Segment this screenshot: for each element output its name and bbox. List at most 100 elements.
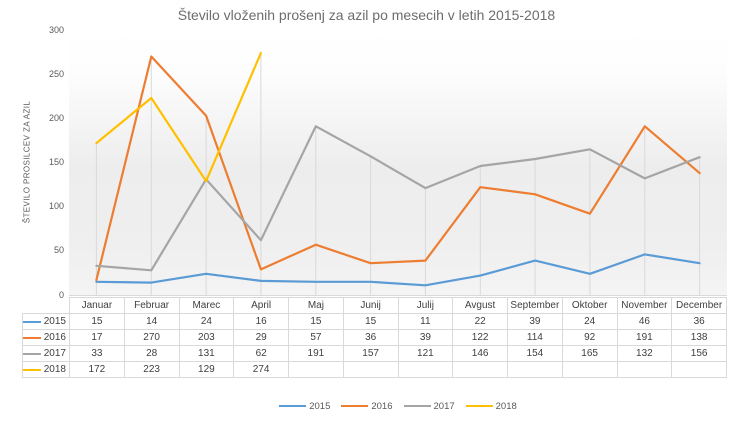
table-cell: 62 <box>233 345 289 362</box>
series-swatch <box>23 368 41 371</box>
table-cell: 24 <box>178 313 235 330</box>
series-row-header: 2015 <box>22 313 70 330</box>
table-cell: 11 <box>397 313 454 330</box>
legend-item-2016: 2016 <box>341 400 393 412</box>
legend-label: 2017 <box>433 400 455 412</box>
table-cell: 121 <box>397 345 454 362</box>
line-chart <box>95 51 701 295</box>
table-cell: 15 <box>342 313 399 330</box>
series-swatch <box>23 320 41 323</box>
table-cell: 223 <box>123 361 180 378</box>
table-cell: 172 <box>69 361 125 378</box>
month-header: Oktober <box>561 297 618 314</box>
table-cell: 92 <box>561 329 618 346</box>
table-cell: 157 <box>342 345 399 362</box>
series-swatch <box>23 336 41 339</box>
table-cell: 191 <box>616 329 673 346</box>
series-row-header: 2017 <box>22 345 70 362</box>
month-header: Avgust <box>452 297 508 314</box>
legend-line-swatch <box>279 404 307 408</box>
series-line-2017 <box>95 125 701 272</box>
y-tick-label: 300 <box>48 24 64 35</box>
month-header: December <box>671 297 727 314</box>
table-cell: 39 <box>397 329 454 346</box>
y-tick-label: 50 <box>53 245 64 256</box>
table-cell <box>452 361 508 378</box>
table-cell: 132 <box>616 345 673 362</box>
legend-line-swatch <box>403 404 431 408</box>
month-header: Junij <box>342 297 399 314</box>
table-cell <box>616 361 673 378</box>
month-header: Maj <box>288 297 344 314</box>
table-cell: 138 <box>671 329 727 346</box>
series-year-label: 2015 <box>43 316 66 327</box>
month-header: November <box>616 297 673 314</box>
chart-title: Število vloženih prošenj za azil po mese… <box>177 7 556 23</box>
series-line-2015 <box>95 253 701 287</box>
table-cell <box>561 361 618 378</box>
y-tick-label: 100 <box>48 201 64 212</box>
table-cell: 17 <box>69 329 125 346</box>
legend-label: 2016 <box>371 400 393 412</box>
table-corner-cell <box>23 298 70 314</box>
series-row-header: 2018 <box>22 361 70 378</box>
table-row: 2018 172 223 129 274 <box>22 361 727 378</box>
table-cell: 156 <box>671 345 727 362</box>
table-cell: 274 <box>233 361 289 378</box>
legend-item-2015: 2015 <box>279 401 330 412</box>
table-cell: 122 <box>452 329 508 346</box>
table-cell: 114 <box>507 329 563 346</box>
table-cell: 33 <box>69 345 125 362</box>
table-cell: 129 <box>178 361 235 378</box>
table-cell: 14 <box>123 313 180 330</box>
table-cell: 154 <box>507 345 563 362</box>
y-tick-label: 250 <box>48 68 64 79</box>
table-cell: 29 <box>233 329 289 346</box>
table-cell: 165 <box>561 345 618 362</box>
series-year-label: 2018 <box>43 364 66 375</box>
month-header: Januar <box>69 297 125 314</box>
table-cell: 15 <box>288 313 344 330</box>
legend-line-swatch <box>465 404 493 408</box>
table-cell: 16 <box>233 313 289 330</box>
legend-item-2018: 2018 <box>465 400 517 412</box>
table-cell: 270 <box>123 329 180 346</box>
plot-area <box>69 30 727 296</box>
data-table: Januar Februar Marec April Maj Junij Julij Avgu… <box>22 297 727 378</box>
table-cell <box>671 361 727 378</box>
month-header: Februar <box>123 297 180 314</box>
legend-label: 2018 <box>495 400 517 412</box>
month-header: Marec <box>178 297 235 314</box>
y-tick-label: 200 <box>48 112 64 123</box>
y-tick-label: 0 <box>58 289 64 300</box>
series-line-2018 <box>95 51 262 183</box>
table-cell: 36 <box>671 313 727 330</box>
series-row-header: 2016 <box>22 329 70 346</box>
series-line-2016 <box>95 55 701 282</box>
table-cell: 36 <box>342 329 399 346</box>
legend: 2015 2016 2017 2018 <box>69 398 727 414</box>
table-cell <box>397 361 454 378</box>
month-header: Julij <box>397 297 454 314</box>
legend-line-swatch <box>341 404 369 408</box>
table-cell: 146 <box>452 345 508 362</box>
month-header: April <box>233 297 289 314</box>
table-cell: 28 <box>123 345 180 362</box>
table-cell: 22 <box>452 313 508 330</box>
table-cell <box>507 361 563 378</box>
table-row: 2016 17 270 203 29 57 36 39 122 114 92 191 138 <box>22 329 727 346</box>
table-cell <box>342 361 399 378</box>
table-cell <box>288 361 344 378</box>
table-cell: 203 <box>178 329 235 346</box>
table-cell: 46 <box>616 313 673 330</box>
series-swatch <box>23 352 41 355</box>
table-cell: 131 <box>178 345 235 362</box>
table-cell: 24 <box>561 313 618 330</box>
legend-item-2017: 2017 <box>403 400 455 412</box>
series-year-label: 2017 <box>43 348 66 359</box>
month-header: September <box>507 297 563 314</box>
legend-label: 2015 <box>309 400 331 412</box>
series-year-label: 2016 <box>43 332 66 343</box>
table-row: 2015 15 14 24 16 15 15 11 22 39 24 46 36 <box>22 313 727 330</box>
